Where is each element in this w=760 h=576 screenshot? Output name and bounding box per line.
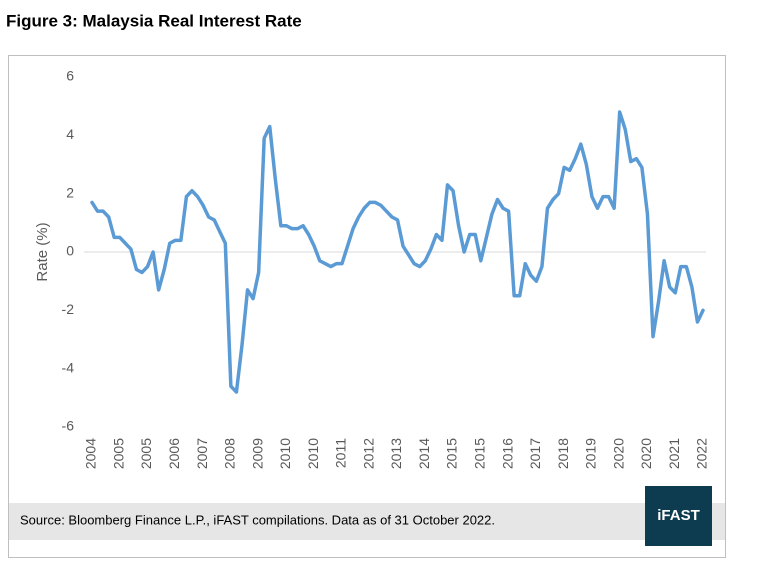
y-axis-label: Rate (%) <box>34 222 51 281</box>
y-tick-label: -4 <box>62 359 75 375</box>
x-tick-label: 2020 <box>610 438 626 469</box>
x-tick-label: 2006 <box>166 438 182 469</box>
source: Source: Bloomberg Finance L.P., iFAST co… <box>20 512 495 527</box>
x-tick-label: 2013 <box>388 438 404 469</box>
x-tick-label: 2010 <box>305 438 321 469</box>
x-tick-label: 2008 <box>222 438 238 469</box>
x-tick-label: 2017 <box>527 438 543 469</box>
x-tick-label: 2015 <box>472 438 488 469</box>
y-tick-label: 4 <box>66 126 74 142</box>
x-tick-label: 2018 <box>555 438 571 469</box>
source-band <box>9 503 725 540</box>
x-tick-label: 2005 <box>110 438 126 469</box>
x-tick-label: 2009 <box>249 438 265 469</box>
x-tick-label: 2004 <box>83 438 99 469</box>
x-tick-label: 2005 <box>138 438 154 469</box>
x-tick-label: 2007 <box>194 438 210 469</box>
y-tick-label: 0 <box>66 243 74 259</box>
x-tick-label: 2010 <box>277 438 293 469</box>
x-tick-label: 2012 <box>360 438 376 469</box>
y-tick-label: 6 <box>66 68 74 84</box>
y-tick-label: -2 <box>62 301 75 317</box>
y-tick-label: 2 <box>66 184 74 200</box>
y-tick-label: -6 <box>62 418 75 434</box>
x-tick-label: 2016 <box>499 438 515 469</box>
logo: iFAST <box>657 507 700 524</box>
x-tick-label: 2022 <box>694 438 710 469</box>
x-tick-label: 2015 <box>444 438 460 469</box>
x-tick-label: 2020 <box>638 438 654 469</box>
chart-title: Figure 3: Malaysia Real Interest Rate <box>6 11 302 30</box>
chart-frame <box>8 55 726 558</box>
x-tick-label: 2021 <box>666 438 682 469</box>
line-series <box>90 110 705 394</box>
x-tick-label: 2011 <box>333 438 349 468</box>
x-tick-label: 2019 <box>583 438 599 469</box>
logo-box <box>645 486 712 546</box>
x-tick-label: 2014 <box>416 438 432 469</box>
